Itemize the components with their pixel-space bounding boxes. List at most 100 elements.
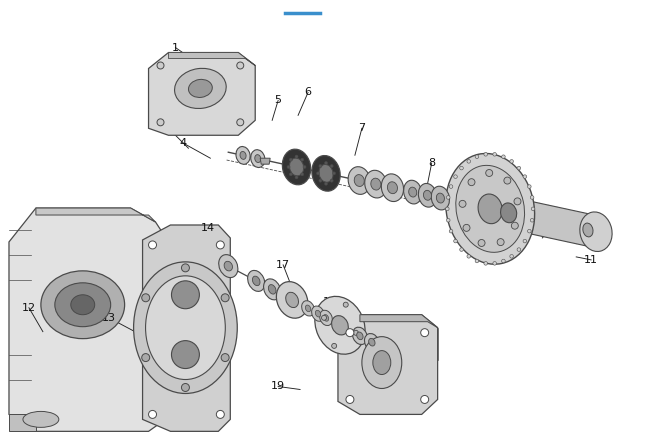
Circle shape — [421, 329, 429, 337]
Circle shape — [486, 169, 492, 177]
Ellipse shape — [253, 276, 260, 286]
Ellipse shape — [23, 411, 59, 427]
Circle shape — [459, 200, 466, 207]
Circle shape — [504, 177, 511, 184]
Ellipse shape — [316, 310, 321, 317]
Ellipse shape — [332, 316, 349, 335]
Circle shape — [157, 62, 164, 69]
Text: 5: 5 — [275, 95, 282, 105]
Ellipse shape — [583, 223, 593, 237]
Polygon shape — [168, 53, 255, 66]
Text: 10: 10 — [550, 217, 563, 227]
Circle shape — [527, 185, 531, 188]
Circle shape — [530, 219, 534, 222]
Circle shape — [221, 354, 229, 362]
Circle shape — [237, 62, 244, 69]
Circle shape — [510, 254, 513, 258]
Circle shape — [446, 207, 449, 211]
Ellipse shape — [71, 295, 95, 315]
Circle shape — [142, 354, 150, 362]
Circle shape — [531, 207, 535, 211]
Ellipse shape — [362, 337, 402, 388]
Circle shape — [317, 172, 319, 175]
Circle shape — [332, 343, 337, 348]
Ellipse shape — [276, 282, 308, 318]
Ellipse shape — [290, 158, 304, 176]
Circle shape — [330, 179, 333, 182]
Text: 4: 4 — [180, 138, 187, 148]
Ellipse shape — [219, 255, 238, 278]
Ellipse shape — [446, 153, 535, 264]
Circle shape — [148, 241, 157, 249]
Ellipse shape — [388, 182, 397, 194]
Circle shape — [502, 259, 505, 263]
Ellipse shape — [381, 174, 404, 202]
Text: 12: 12 — [22, 303, 36, 313]
Circle shape — [221, 294, 229, 302]
Ellipse shape — [283, 149, 310, 185]
Ellipse shape — [172, 281, 200, 309]
Ellipse shape — [580, 212, 612, 252]
Ellipse shape — [305, 305, 311, 312]
Ellipse shape — [348, 167, 371, 194]
Ellipse shape — [456, 165, 525, 252]
Text: 9: 9 — [504, 223, 511, 233]
Circle shape — [517, 166, 520, 170]
Circle shape — [421, 396, 429, 404]
Ellipse shape — [312, 156, 340, 191]
Ellipse shape — [319, 164, 333, 182]
Circle shape — [463, 224, 470, 232]
Ellipse shape — [312, 306, 325, 321]
Polygon shape — [499, 196, 599, 247]
Circle shape — [449, 229, 453, 233]
Polygon shape — [9, 414, 36, 431]
Circle shape — [454, 175, 457, 178]
Text: 18: 18 — [323, 297, 337, 307]
Text: 15: 15 — [156, 300, 170, 310]
Ellipse shape — [133, 262, 237, 393]
Circle shape — [527, 229, 531, 233]
Circle shape — [510, 160, 513, 163]
Circle shape — [301, 158, 304, 161]
Circle shape — [157, 119, 164, 126]
Circle shape — [484, 261, 487, 265]
Circle shape — [484, 152, 487, 156]
Circle shape — [237, 119, 244, 126]
Ellipse shape — [423, 190, 432, 200]
Text: 20: 20 — [351, 328, 365, 337]
Circle shape — [319, 179, 322, 182]
Ellipse shape — [373, 350, 391, 375]
Circle shape — [290, 158, 292, 161]
Circle shape — [514, 198, 521, 205]
Ellipse shape — [500, 203, 516, 223]
Ellipse shape — [369, 338, 375, 346]
Circle shape — [295, 176, 298, 179]
Circle shape — [295, 155, 298, 158]
Ellipse shape — [432, 186, 450, 210]
Circle shape — [142, 294, 150, 302]
Circle shape — [478, 240, 485, 246]
Circle shape — [148, 410, 157, 418]
Circle shape — [325, 182, 327, 185]
Text: 11: 11 — [584, 255, 598, 265]
Ellipse shape — [255, 155, 261, 163]
Text: 8: 8 — [428, 158, 435, 168]
Circle shape — [468, 179, 475, 186]
Circle shape — [511, 222, 518, 229]
Circle shape — [523, 239, 527, 243]
Text: 21: 21 — [381, 345, 395, 354]
Ellipse shape — [478, 194, 502, 224]
Circle shape — [523, 175, 527, 178]
Text: 22: 22 — [393, 367, 407, 378]
Ellipse shape — [356, 332, 363, 340]
Ellipse shape — [365, 170, 387, 198]
Text: 14: 14 — [202, 223, 215, 233]
Text: 17: 17 — [276, 260, 290, 270]
Text: 1: 1 — [172, 42, 179, 53]
Circle shape — [493, 261, 496, 265]
Ellipse shape — [409, 187, 417, 197]
Ellipse shape — [486, 192, 518, 231]
Circle shape — [290, 173, 292, 176]
Polygon shape — [36, 208, 156, 222]
Ellipse shape — [319, 310, 332, 325]
